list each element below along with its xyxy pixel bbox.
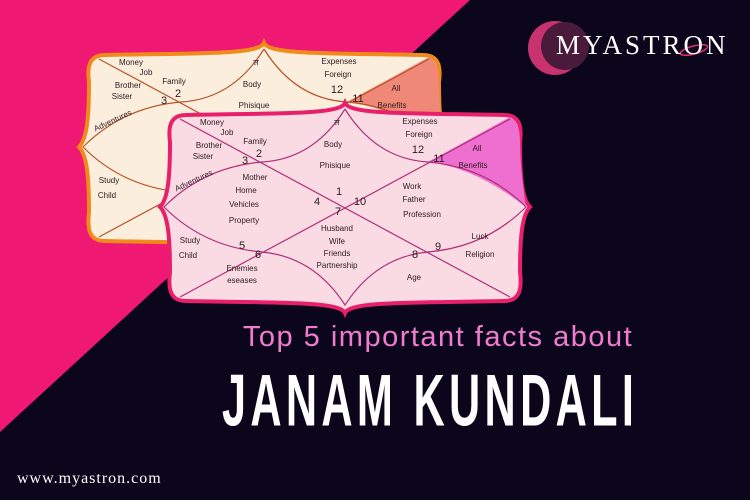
house-label: eseases xyxy=(227,276,257,285)
house-label: Foreign xyxy=(405,130,432,139)
house-label: Age xyxy=(407,273,422,282)
house-label: Job xyxy=(140,68,153,77)
house-label: Body xyxy=(324,140,342,149)
house-label: Vehicles xyxy=(229,200,259,209)
house-number: 2 xyxy=(175,88,181,100)
website-url[interactable]: www.myastron.com xyxy=(17,470,162,487)
house-label: Expenses xyxy=(321,57,356,66)
house-label: Child xyxy=(179,251,197,260)
house-label: Brother xyxy=(115,81,142,90)
house-label: Father xyxy=(402,195,425,204)
house-number: 10 xyxy=(354,196,366,208)
house-number: 7 xyxy=(335,206,341,218)
house-number: 8 xyxy=(412,249,418,261)
house-label: Home xyxy=(235,186,257,195)
house-label: Family xyxy=(162,77,186,86)
house-number: 11 xyxy=(433,153,444,165)
house-number: 11 xyxy=(352,93,363,105)
house-label: Money xyxy=(119,58,143,67)
house-label: All xyxy=(473,144,482,153)
house-label: Mother xyxy=(243,173,268,182)
house-number: 3 xyxy=(161,95,167,107)
highlighted-house xyxy=(428,117,526,207)
headline-title-wrap: JANAM KUNDALI xyxy=(222,359,658,442)
house-label: Sister xyxy=(193,152,214,161)
house-number: 3 xyxy=(242,155,248,167)
house-label: Enemies xyxy=(226,264,257,273)
house-label: Phisique xyxy=(239,101,270,110)
house-number: 6 xyxy=(255,249,261,261)
house-number: 2 xyxy=(256,148,262,160)
house-label: ल xyxy=(253,58,259,67)
house-label: Family xyxy=(243,137,267,146)
house-label: Body xyxy=(243,80,261,89)
headline-subtitle: Top 5 important facts about xyxy=(242,321,634,353)
house-label: Brother xyxy=(196,141,223,150)
headline-title: JANAM KUNDALI xyxy=(222,359,639,442)
house-number: 4 xyxy=(314,196,320,208)
house-label: Religion xyxy=(466,250,495,259)
house-label: ल xyxy=(334,118,340,127)
chart-diagonal xyxy=(179,118,511,298)
house-label: Friends xyxy=(324,249,351,258)
house-label: Child xyxy=(98,191,116,200)
house-label: Property xyxy=(229,216,259,225)
house-label: All xyxy=(392,84,401,93)
logo-text: MYASTRON xyxy=(556,30,729,60)
house-label: Sister xyxy=(112,92,133,101)
crescent-moon-icon xyxy=(528,21,709,75)
house-label: Wife xyxy=(329,237,346,246)
house-number: 5 xyxy=(239,240,245,252)
house-label: Study xyxy=(180,236,200,245)
house-label: Study xyxy=(99,176,119,185)
house-label: Husband xyxy=(321,224,353,233)
house-label: Benefits xyxy=(378,101,407,110)
house-label: Expenses xyxy=(402,117,437,126)
house-number: 9 xyxy=(435,241,441,253)
house-label: Foreign xyxy=(324,70,351,79)
house-number: 12 xyxy=(331,84,343,96)
house-number: 12 xyxy=(412,144,424,156)
house-label: Phisique xyxy=(320,161,351,170)
house-label: Partnership xyxy=(317,261,358,270)
house-label: Profession xyxy=(403,210,441,219)
house-label: Job xyxy=(221,128,234,137)
house-label: Work xyxy=(403,182,423,191)
house-label: Luck xyxy=(472,232,490,241)
house-number: 1 xyxy=(336,186,342,198)
chart-diamond xyxy=(163,108,527,307)
house-label: Benefits xyxy=(459,161,488,170)
house-label: Money xyxy=(200,118,224,127)
